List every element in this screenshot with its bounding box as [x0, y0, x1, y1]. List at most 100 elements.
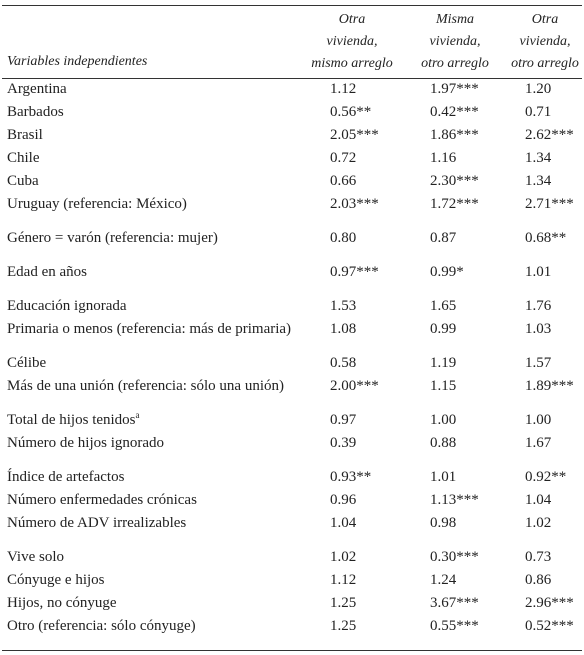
cell: 2.30***: [430, 173, 479, 189]
cell: 0.88: [430, 435, 457, 451]
row-label-text: Barbados: [7, 104, 64, 120]
row-label-text: Número de hijos ignorado: [7, 435, 165, 451]
cell: 0.86: [525, 572, 552, 588]
cell: 1.02: [330, 549, 357, 565]
row-label-text: Argentina: [7, 81, 67, 97]
cell: 0.98: [430, 515, 457, 531]
cell: 0.68**: [525, 230, 567, 246]
row-label: Vive solo: [7, 548, 64, 566]
cell: 1.19: [430, 355, 457, 371]
cell: 0.66: [330, 173, 357, 189]
cell: 1.01: [430, 469, 457, 485]
cell: 0.52***: [525, 618, 574, 634]
cell: 0.93**: [330, 469, 372, 485]
column-header: Otra: [531, 12, 559, 27]
row-label-text: Brasil: [7, 127, 43, 143]
cell: 1.04: [330, 515, 357, 531]
row-label: Primaria o menos (referencia: más de pri…: [7, 320, 291, 338]
row-label: Número de hijos ignorado: [7, 434, 164, 452]
cell: 0.87: [430, 230, 457, 246]
cell: 1.67: [525, 435, 552, 451]
cell: 0.92**: [525, 469, 567, 485]
row-header: Variables independientes: [7, 54, 148, 69]
cell: 0.56**: [330, 104, 372, 120]
cell: 1.04: [525, 492, 552, 508]
cell: 1.34: [525, 173, 552, 189]
row-label-text: Otro (referencia: sólo cónyuge): [7, 618, 196, 634]
cell: 1.72***: [430, 196, 479, 212]
row-label-text: Cónyuge e hijos: [7, 572, 105, 588]
cell: 1.25: [330, 618, 357, 634]
cell: 1.08: [330, 321, 357, 337]
row-label: Cuba: [7, 172, 39, 190]
row-label: Brasil: [7, 126, 43, 144]
row-label: Género = varón (referencia: mujer): [7, 229, 218, 247]
row-label: Edad en años: [7, 263, 87, 281]
cell: 0.80: [330, 230, 357, 246]
cell: 1.53: [330, 298, 357, 314]
cell: 0.58: [330, 355, 357, 371]
cell: 0.55***: [430, 618, 479, 634]
cell: 1.65: [430, 298, 457, 314]
cell: 0.42***: [430, 104, 479, 120]
column-header: Otra: [338, 12, 366, 27]
column-header: vivienda,: [326, 34, 378, 49]
row-label: Chile: [7, 149, 40, 167]
row-label-text: Número de ADV irrealizables: [7, 515, 187, 531]
cell: 1.24: [430, 572, 457, 588]
cell: 2.62***: [525, 127, 574, 143]
cell: 1.57: [525, 355, 552, 371]
column-header: otro arreglo: [421, 56, 489, 71]
row-label-text: Uruguay (referencia: México): [7, 196, 187, 212]
column-header: Misma: [435, 12, 475, 27]
cell: 0.73: [525, 549, 552, 565]
cell: 1.12: [330, 81, 357, 97]
row-label-text: Primaria o menos (referencia: más de pri…: [7, 321, 292, 337]
cell: 1.86***: [430, 127, 479, 143]
cell: 0.39: [330, 435, 357, 451]
cell: 0.99: [430, 321, 457, 337]
row-label-text: Célibe: [7, 355, 47, 371]
row-label: Hijos, no cónyuge: [7, 594, 117, 612]
row-label-text: Más de una unión (referencia: sólo una u…: [7, 378, 284, 394]
row-label-text: Total de hijos tenidos: [7, 412, 136, 428]
column-header: vivienda,: [519, 34, 571, 49]
top-rule: [2, 5, 582, 6]
row-label: Célibe: [7, 354, 46, 372]
row-label-text: Chile: [7, 150, 40, 166]
cell: 0.72: [330, 150, 357, 166]
cell: 1.20: [525, 81, 552, 97]
cell: 0.96: [330, 492, 357, 508]
cell: 1.00: [525, 412, 552, 428]
row-label: Barbados: [7, 103, 64, 121]
cell: 1.02: [525, 515, 552, 531]
cell: 0.97: [330, 412, 357, 428]
row-label-text: Hijos, no cónyuge: [7, 595, 117, 611]
row-label: Total de hijos tenidosa: [7, 411, 140, 429]
cell: 2.96***: [525, 595, 574, 611]
row-label-text: Educación ignorada: [7, 298, 127, 314]
footnote-mark: a: [135, 410, 140, 420]
row-label: Más de una unión (referencia: sólo una u…: [7, 377, 284, 395]
row-label: Número enfermedades crónicas: [7, 491, 197, 509]
cell: 2.03***: [330, 196, 379, 212]
cell: 0.97***: [330, 264, 379, 280]
row-label: Otro (referencia: sólo cónyuge): [7, 617, 196, 635]
column-header: otro arreglo: [511, 56, 579, 71]
cell: 1.25: [330, 595, 357, 611]
cell: 3.67***: [430, 595, 479, 611]
cell: 1.12: [330, 572, 357, 588]
row-label: Cónyuge e hijos: [7, 571, 105, 589]
cell: 2.00***: [330, 378, 379, 394]
row-label-text: Vive solo: [7, 549, 65, 565]
cell: 2.05***: [330, 127, 379, 143]
column-header: vivienda,: [429, 34, 481, 49]
cell: 0.30***: [430, 549, 479, 565]
row-label: Índice de artefactos: [7, 468, 124, 486]
row-label: Número de ADV irrealizables: [7, 514, 186, 532]
cell: 1.01: [525, 264, 552, 280]
cell: 1.34: [525, 150, 552, 166]
cell: 1.76: [525, 298, 552, 314]
row-label-text: Edad en años: [7, 264, 87, 280]
cell: 0.71: [525, 104, 552, 120]
